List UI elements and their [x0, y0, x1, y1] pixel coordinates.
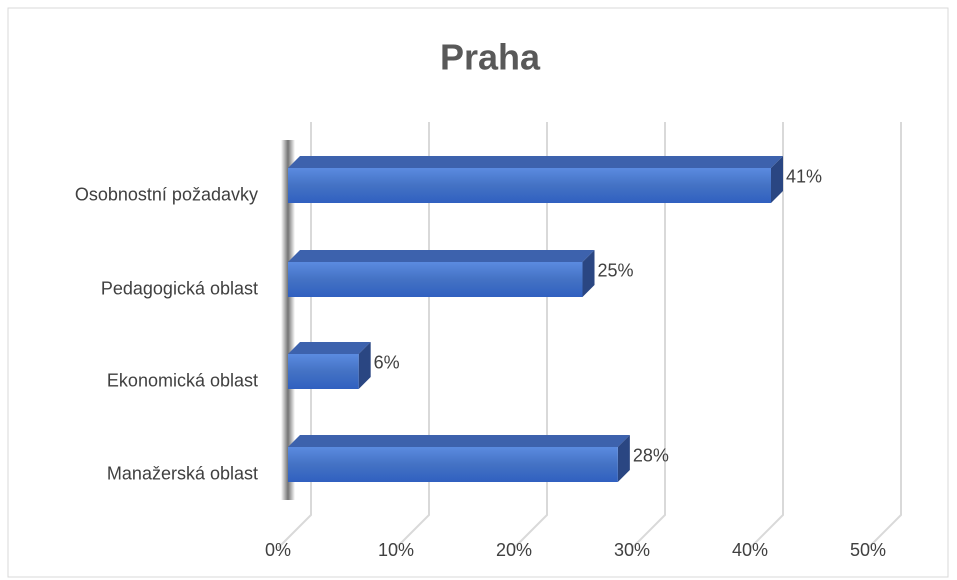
grid-line [867, 122, 902, 549]
bar-front [288, 262, 583, 297]
y-tick-label: Ekonomická oblast [107, 370, 258, 390]
x-tick-label: 30% [614, 540, 650, 560]
data-label: 25% [598, 260, 634, 280]
bar-top [288, 342, 371, 354]
bar-side [582, 250, 595, 297]
x-tick-label: 40% [732, 540, 768, 560]
x-tick-label: 20% [496, 540, 532, 560]
bar-top [288, 250, 595, 262]
bar-front [288, 447, 618, 482]
bar-front [288, 354, 359, 389]
bar [288, 156, 783, 203]
x-tick-label: 0% [265, 540, 291, 560]
bar-front [288, 168, 771, 203]
bar-top [288, 435, 630, 447]
bar-side [358, 342, 371, 389]
bar [288, 342, 371, 389]
y-tick-label: Pedagogická oblast [101, 278, 258, 298]
bar-side [771, 156, 783, 203]
grid-line [631, 122, 666, 549]
x-tick-label: 50% [850, 540, 886, 560]
data-label: 6% [374, 352, 400, 372]
x-tick-label: 10% [378, 540, 414, 560]
grid-line [749, 122, 784, 549]
bar-top [288, 156, 783, 168]
chart-title: Praha [440, 37, 541, 78]
bar [288, 435, 630, 482]
wall-shadow [281, 140, 295, 500]
bar [288, 250, 595, 297]
y-tick-label: Manažerská oblast [107, 463, 258, 483]
data-label: 41% [786, 166, 822, 186]
data-label: 28% [633, 445, 669, 465]
bar-side [617, 435, 630, 482]
y-tick-label: Osobnostní požadavky [75, 184, 258, 204]
